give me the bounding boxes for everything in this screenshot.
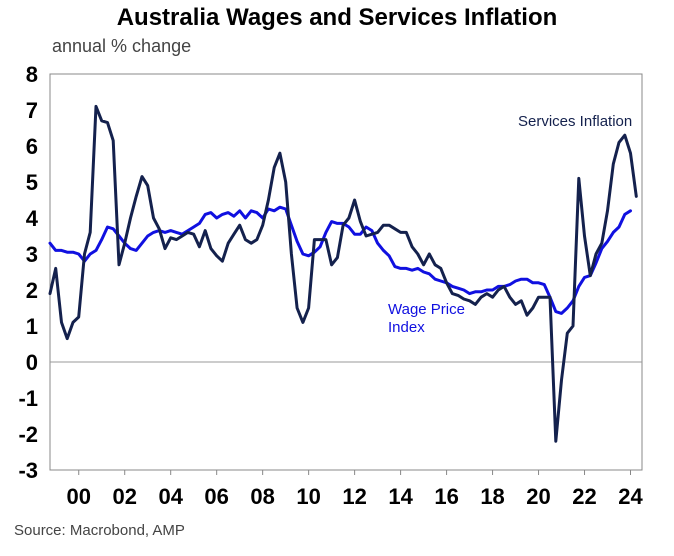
- x-tick-label: 10: [296, 484, 320, 509]
- y-tick-label: 0: [26, 350, 38, 375]
- x-tick-label: 12: [342, 484, 366, 509]
- chart-source: Source: Macrobond, AMP: [14, 522, 185, 539]
- x-tick-label: 18: [480, 484, 504, 509]
- y-tick-label: 5: [26, 170, 38, 195]
- y-tick-label: 8: [26, 62, 38, 87]
- y-tick-label: -1: [18, 386, 38, 411]
- chart-title: Australia Wages and Services Inflation: [116, 4, 558, 31]
- y-tick-label: -3: [18, 458, 38, 483]
- svg-text:Index: Index: [388, 319, 425, 336]
- x-tick-label: 04: [158, 484, 183, 509]
- series-lines: [48, 104, 638, 443]
- x-tick-label: 20: [526, 484, 550, 509]
- x-tick-label: 14: [388, 484, 413, 509]
- y-tick-label: 1: [26, 314, 38, 339]
- x-axis-ticks: 00 02 04 06 08 10 12 14 16 18 20 22 24: [66, 470, 643, 509]
- y-tick-label: 4: [26, 206, 39, 231]
- svg-text:Wage Price: Wage Price: [388, 301, 465, 318]
- plot-area-frame: [49, 73, 643, 471]
- y-axis-ticks: 8 7 6 5 4 3 2 1 0 -1 -2 -3: [18, 62, 38, 483]
- x-tick-label: 24: [618, 484, 643, 509]
- x-tick-label: 02: [112, 484, 136, 509]
- y-tick-label: -2: [18, 422, 38, 447]
- x-tick-label: 16: [434, 484, 458, 509]
- legend-label-services-inflation: Services Inflation: [518, 113, 632, 130]
- x-tick-label: 22: [572, 484, 596, 509]
- x-tick-label: 06: [204, 484, 228, 509]
- series-line-services-inflation: [48, 104, 638, 443]
- series-line-wage-price-index: [48, 205, 632, 315]
- y-tick-label: 7: [26, 98, 38, 123]
- x-tick-label: 08: [250, 484, 274, 509]
- y-tick-label: 3: [26, 242, 38, 267]
- chart-subtitle: annual % change: [52, 36, 192, 56]
- legend-label-wage-price-index: Wage Price Index: [388, 301, 465, 336]
- y-tick-label: 6: [26, 134, 38, 159]
- x-tick-label: 00: [66, 484, 90, 509]
- y-tick-label: 2: [26, 278, 38, 303]
